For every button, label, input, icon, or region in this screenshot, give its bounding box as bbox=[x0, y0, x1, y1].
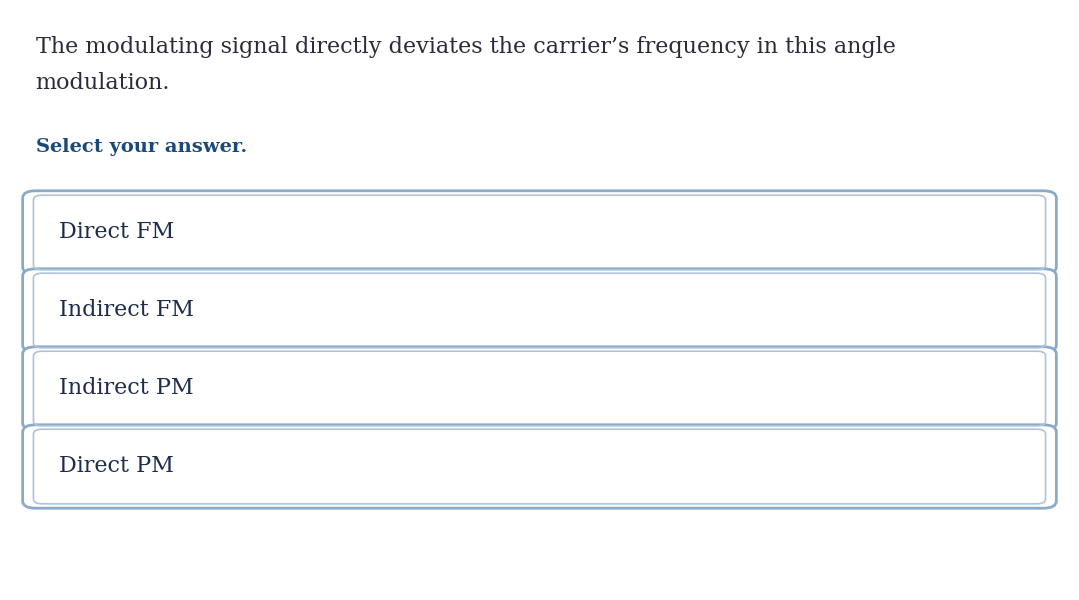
FancyBboxPatch shape bbox=[23, 347, 1056, 430]
Text: Direct PM: Direct PM bbox=[59, 455, 174, 478]
Text: Indirect PM: Indirect PM bbox=[59, 377, 194, 400]
Text: The modulating signal directly deviates the carrier’s frequency in this angle: The modulating signal directly deviates … bbox=[36, 36, 896, 58]
FancyBboxPatch shape bbox=[23, 425, 1056, 508]
Text: modulation.: modulation. bbox=[36, 72, 170, 94]
FancyBboxPatch shape bbox=[23, 269, 1056, 352]
Text: Select your answer.: Select your answer. bbox=[36, 138, 247, 156]
Text: Direct FM: Direct FM bbox=[59, 221, 175, 244]
FancyBboxPatch shape bbox=[23, 191, 1056, 274]
Text: Indirect FM: Indirect FM bbox=[59, 299, 194, 322]
